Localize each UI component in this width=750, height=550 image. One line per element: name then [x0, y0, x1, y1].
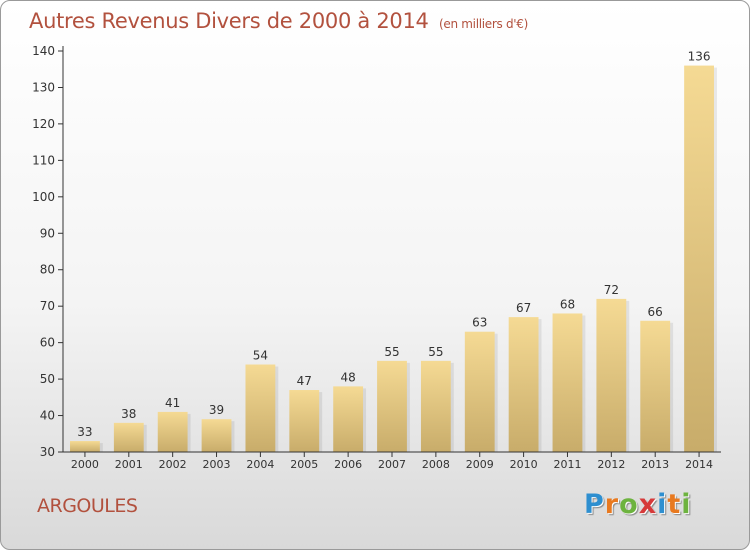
- value-label-2002: 41: [165, 396, 180, 410]
- y-tick-label-40: 40: [40, 409, 55, 423]
- x-tick-label-2001: 2001: [115, 458, 143, 471]
- logo-letter: x: [638, 489, 658, 520]
- bar-2002: [157, 411, 188, 452]
- bar-2001: [113, 422, 144, 452]
- x-tick-label-2012: 2012: [597, 458, 625, 471]
- x-tick-label-2002: 2002: [159, 458, 187, 471]
- y-tick-label-140: 140: [32, 44, 55, 58]
- y-tick-label-60: 60: [40, 336, 55, 350]
- y-tick-label-130: 130: [32, 80, 55, 94]
- y-tick-label-100: 100: [32, 190, 55, 204]
- x-tick-label-2014: 2014: [685, 458, 713, 471]
- x-tick-label-2005: 2005: [290, 458, 318, 471]
- value-label-2003: 39: [209, 403, 224, 417]
- value-label-2008: 55: [428, 345, 443, 359]
- value-label-2004: 54: [253, 349, 268, 363]
- x-tick-label-2010: 2010: [510, 458, 538, 471]
- x-tick-label-2003: 2003: [203, 458, 231, 471]
- bar-2013: [640, 320, 671, 452]
- logo-letter: i: [681, 489, 692, 520]
- labels-group: 33 2000 38 2001 41 2002 39 2003 54 2004 47 2005 48 20…: [32, 44, 713, 471]
- proxiti-logo: Proxiti: [584, 489, 692, 520]
- value-label-2012: 72: [604, 283, 619, 297]
- bar-2009: [464, 331, 495, 452]
- logo-letter: r: [604, 489, 620, 520]
- x-tick-label-2008: 2008: [422, 458, 450, 471]
- value-label-2013: 66: [648, 305, 663, 319]
- bar-2007: [377, 360, 407, 452]
- value-label-2010: 67: [516, 301, 531, 315]
- axes-group: [58, 46, 721, 457]
- bar-2000: [70, 441, 100, 452]
- bar-2006: [333, 386, 364, 452]
- y-tick-label-70: 70: [40, 299, 55, 313]
- bar-2012: [596, 298, 627, 452]
- value-label-2011: 68: [560, 297, 575, 311]
- bar-2014: [684, 65, 714, 452]
- bar-2003: [201, 419, 232, 452]
- value-label-2014: 136: [688, 50, 711, 64]
- x-tick-label-2011: 2011: [553, 458, 581, 471]
- bar-2005: [289, 390, 320, 452]
- y-tick-label-110: 110: [32, 153, 55, 167]
- y-tick-label-80: 80: [40, 263, 55, 277]
- logo-letter: o: [619, 489, 639, 520]
- bar-2004: [245, 364, 276, 452]
- value-label-2006: 48: [340, 370, 355, 384]
- x-tick-label-2007: 2007: [378, 458, 406, 471]
- bar-2011: [552, 313, 583, 452]
- chart-title-unit: (en milliers d'€): [439, 17, 529, 31]
- value-label-2009: 63: [472, 316, 487, 330]
- x-tick-label-2006: 2006: [334, 458, 362, 471]
- y-tick-label-30: 30: [40, 445, 55, 459]
- x-tick-label-2013: 2013: [641, 458, 669, 471]
- y-tick-label-50: 50: [40, 372, 55, 386]
- bar-2008: [420, 360, 451, 452]
- commune-name: ARGOULES: [37, 495, 138, 517]
- logo-letter: t: [667, 489, 682, 520]
- value-label-2007: 55: [384, 345, 399, 359]
- chart-title-text: Autres Revenus Divers de 2000 à 2014: [29, 9, 429, 33]
- value-label-2001: 38: [121, 407, 136, 421]
- value-label-2005: 47: [297, 374, 312, 388]
- y-tick-label-90: 90: [40, 226, 55, 240]
- bars-group: [70, 65, 717, 452]
- logo-letter: i: [657, 489, 668, 520]
- logo-letter: P: [584, 489, 605, 520]
- x-tick-label-2000: 2000: [71, 458, 99, 471]
- x-tick-label-2004: 2004: [246, 458, 274, 471]
- chart-title: Autres Revenus Divers de 2000 à 2014 (en…: [29, 9, 528, 33]
- value-label-2000: 33: [77, 425, 92, 439]
- bar-2010: [508, 317, 539, 452]
- y-tick-label-120: 120: [32, 117, 55, 131]
- x-tick-label-2009: 2009: [466, 458, 494, 471]
